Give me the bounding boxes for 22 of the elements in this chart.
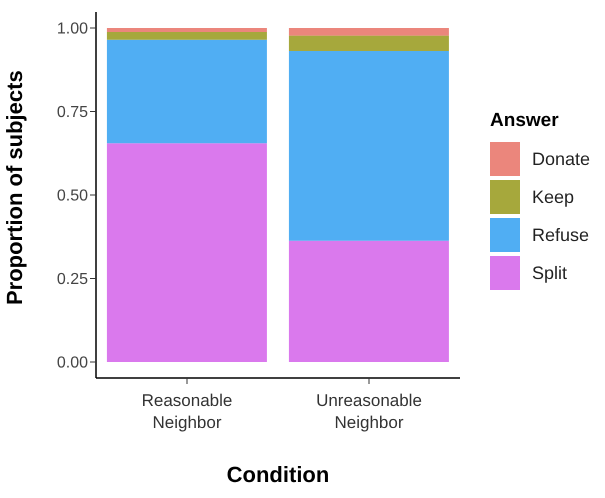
legend-label: Split xyxy=(532,262,568,284)
bar xyxy=(106,32,267,40)
y-tick-label: 0.75 xyxy=(56,104,88,122)
x-tick-label: Reasonable Neighbor xyxy=(142,391,232,432)
x-axis-title: Condition xyxy=(226,462,330,487)
bar xyxy=(106,28,267,32)
bar xyxy=(288,28,449,36)
legend-label: Refuse xyxy=(532,224,590,246)
bar xyxy=(106,143,267,362)
bar xyxy=(288,240,449,362)
x-tick-label: Unreasonable Neighbor xyxy=(316,391,422,432)
bar xyxy=(106,40,267,144)
legend-label: Donate xyxy=(532,148,590,170)
y-tick-label: 1.00 xyxy=(56,20,88,38)
bar xyxy=(288,51,449,241)
legend-title: Answer xyxy=(490,110,560,132)
legend-label: Keep xyxy=(532,186,574,208)
bar xyxy=(288,36,449,52)
y-tick-label: 0.50 xyxy=(56,188,88,205)
y-tick-label: 0.00 xyxy=(56,354,88,372)
y-axis-title: Proportion of subjects xyxy=(2,70,27,305)
y-tick-label: 0.25 xyxy=(56,271,88,288)
